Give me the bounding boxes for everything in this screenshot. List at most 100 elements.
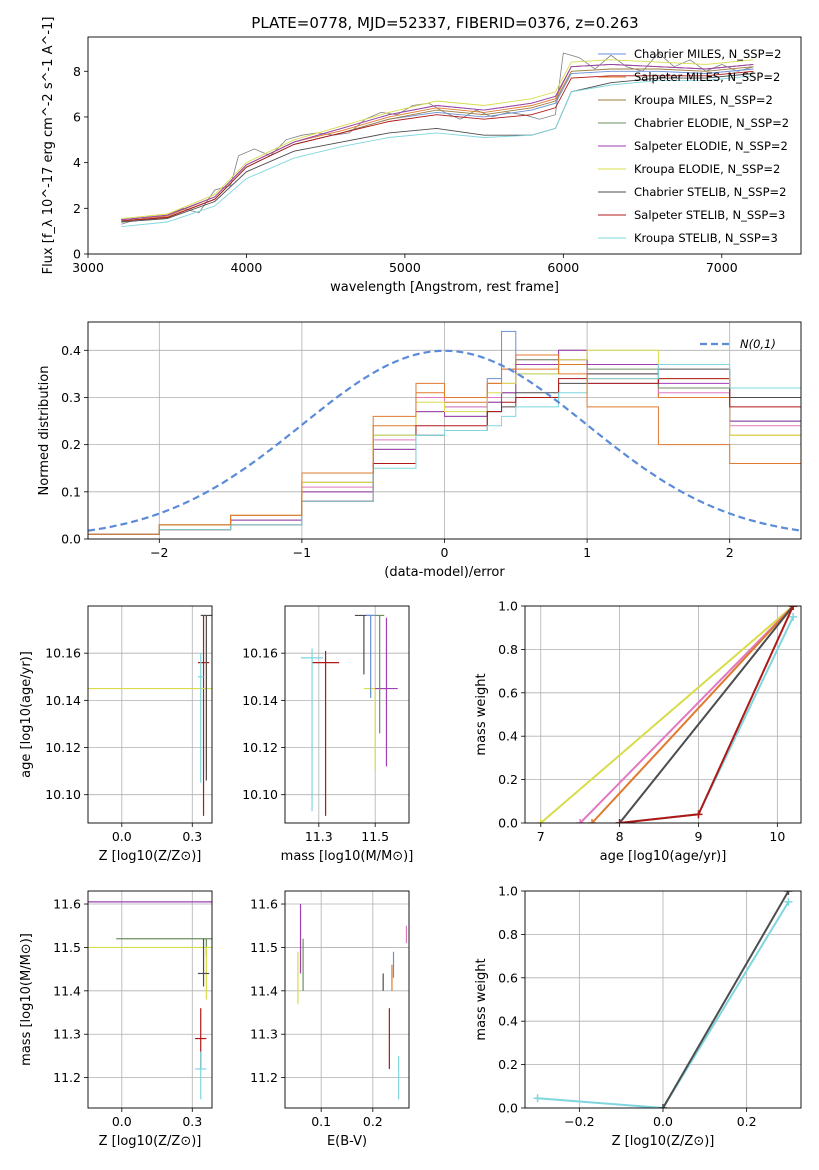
legend-entry: Kroupa MILES, N_SSP=2 [634, 93, 773, 107]
y-tick-label: 11.5 [250, 940, 278, 955]
point-marker [784, 897, 793, 906]
legend-entry: Salpeter ELODIE, N_SSP=2 [634, 139, 788, 153]
x-axis-label: Z [log10(Z/Z⊙)] [612, 1134, 715, 1149]
x-tick-label: 3000 [72, 260, 104, 275]
x-tick-label: 1 [583, 545, 591, 560]
axes-frame [87, 36, 802, 255]
y-tick-label: 0.4 [498, 1014, 518, 1029]
model-line [121, 70, 754, 222]
x-tick-label: 0.3 [182, 1114, 202, 1129]
x-axis-label: Z [log10(Z/Z⊙)] [99, 849, 202, 864]
y-tick-label: 11.2 [53, 1070, 81, 1085]
y-tick-label: 0.0 [498, 816, 518, 831]
x-tick-label: 10 [769, 829, 785, 844]
model-line [121, 59, 754, 220]
axes-frame [284, 605, 410, 824]
y-tick-label: 2 [73, 201, 81, 216]
y-tick-label: 11.6 [53, 897, 81, 912]
legend-entry: N(0,1) [740, 337, 776, 351]
y-tick-label: 0.6 [498, 685, 518, 700]
y-tick-label: 10.16 [242, 646, 278, 661]
y-tick-label: 8 [73, 64, 81, 79]
model-line [121, 73, 754, 223]
y-tick-label: 10.16 [45, 646, 81, 661]
x-axis-label: mass [log10(M/M⊙)] [281, 849, 414, 864]
y-tick-label: 11.6 [250, 897, 278, 912]
y-tick-label: 10.10 [242, 787, 278, 802]
y-tick-label: 10.14 [45, 693, 81, 708]
x-tick-label: 7000 [706, 260, 738, 275]
mass-weight-line [619, 616, 795, 823]
x-tick-label: 0.1 [311, 1114, 331, 1129]
y-axis-label: mass weight [474, 958, 489, 1040]
mass-weight-line [537, 901, 790, 1108]
x-tick-label: 0.2 [737, 1114, 757, 1129]
panel-mass-vs-EBV: 0.1 0.2 11.2 11.3 11.4 11.5 11.6 E(B-V) [250, 890, 410, 1149]
plot-area [88, 330, 801, 535]
point-marker [694, 810, 703, 819]
axes-frame [524, 605, 802, 824]
plot-area [88, 614, 212, 816]
y-tick-label: 0.1 [61, 484, 81, 499]
y-tick-label: 0.3 [61, 390, 81, 405]
x-axis-label: age [log10(age/yr)] [600, 849, 727, 864]
x-axis-label: wavelength [Angstrom, rest frame] [330, 280, 559, 295]
x-tick-label: 6000 [547, 260, 579, 275]
y-tick-label: 0.4 [498, 729, 518, 744]
legend-entry: Salpeter MILES, N_SSP=2 [634, 70, 780, 84]
x-tick-label: −1 [293, 545, 311, 560]
x-tick-label: 0.2 [363, 1114, 383, 1129]
x-tick-label: −0.2 [564, 1114, 594, 1129]
panel-massweight-vs-Z: −0.2 0.0 0.2 0.0 0.2 0.4 0.6 0.8 1.0 Z [log10(Z/Z… [474, 884, 802, 1149]
mass-weight-line [540, 606, 794, 823]
y-tick-label: 0.2 [498, 1057, 518, 1072]
y-axis-label: mass [log10(M/M⊙)] [19, 933, 34, 1066]
legend-entry: Chabrier STELIB, N_SSP=2 [634, 185, 786, 199]
panels: 3000 4000 5000 6000 7000 0 2 4 6 8 wavelength [Ang… [19, 17, 802, 1149]
axes-frame [284, 890, 410, 1109]
mass-weight-line [662, 891, 790, 1108]
y-tick-label: 0.8 [498, 642, 518, 657]
plot-area [300, 614, 398, 816]
point-marker [789, 606, 798, 610]
point-marker [588, 819, 597, 823]
point-marker [533, 1094, 542, 1103]
histogram-step [88, 354, 801, 535]
histogram-step [88, 363, 801, 535]
y-tick-label: 11.5 [53, 940, 81, 955]
y-tick-label: 10.10 [45, 787, 81, 802]
gaussian-curve [88, 349, 801, 532]
x-axis-label: Z [log10(Z/Z⊙)] [99, 1134, 202, 1149]
x-tick-label: 11.5 [361, 829, 389, 844]
y-axis-label: Flux [f_λ 10^-17 erg cm^-2 s^-1 A^-1] [41, 17, 56, 275]
y-tick-label: 0.2 [61, 437, 81, 452]
mass-weight-line [579, 606, 794, 823]
axes-frame [524, 890, 802, 1109]
y-tick-label: 10.12 [45, 740, 81, 755]
y-tick-label: 10.14 [242, 693, 278, 708]
x-tick-label: −2 [150, 545, 168, 560]
y-tick-label: 11.2 [250, 1070, 278, 1085]
y-axis-label: age [log10(age/yr)] [19, 651, 34, 778]
axes-frame [87, 890, 213, 1109]
panel-massweight-vs-age: 7 8 9 10 0.0 0.2 0.4 0.6 0.8 1.0 age [log10(age/yr… [474, 599, 802, 864]
y-tick-label: 11.4 [250, 983, 278, 998]
axes-frame [87, 605, 213, 824]
y-tick-label: 11.3 [250, 1027, 278, 1042]
x-tick-label: 0.0 [653, 1114, 673, 1129]
y-tick-label: 0.2 [498, 772, 518, 787]
y-tick-label: 1.0 [498, 884, 518, 899]
legend-entry: Salpeter STELIB, N_SSP=3 [634, 208, 785, 222]
y-tick-label: 6 [73, 109, 81, 124]
panel-age-vs-mass: 11.3 11.5 10.10 10.12 10.14 10.16 mass [log10(… [242, 605, 414, 864]
x-tick-label: 0.0 [112, 829, 132, 844]
y-tick-label: 0.4 [61, 343, 81, 358]
point-marker [576, 819, 585, 823]
x-axis-label: (data-model)/error [384, 565, 505, 580]
point-marker [784, 891, 793, 895]
panel-residuals: −2 −1 0 1 2 0.0 0.1 0.2 0.3 0.4 (data-model)/error… [37, 321, 802, 580]
legend-entry: Chabrier ELODIE, N_SSP=2 [634, 116, 789, 130]
legend-entry: Kroupa ELODIE, N_SSP=2 [634, 162, 780, 176]
panel-age-vs-Z: 0.0 0.3 10.10 10.12 10.14 10.16 Z [log10(Z/Z⊙)… [19, 605, 213, 864]
